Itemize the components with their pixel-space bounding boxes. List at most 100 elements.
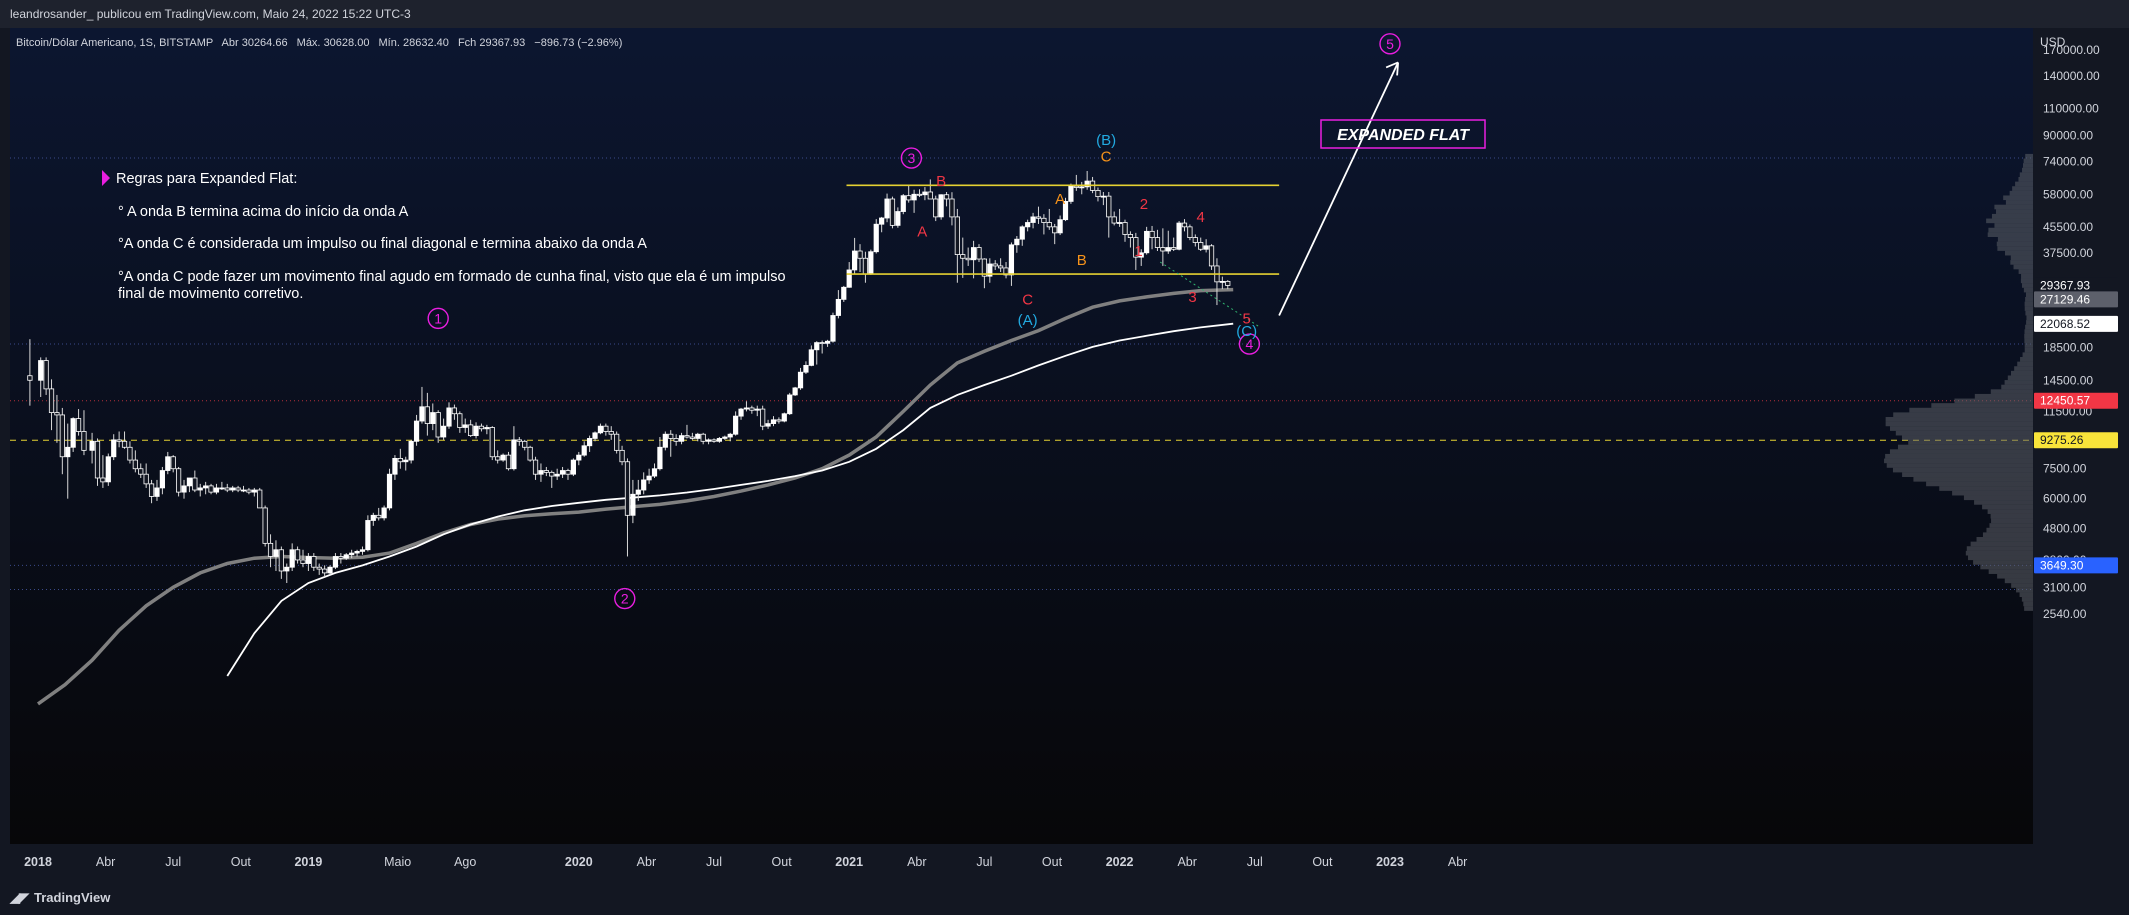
chart-frame[interactable]: 1 2 3 4 5 B A C A B C (B) (A) (C) 1 2 3 4 5 USD 170000.00 14… [10,28,2120,878]
profile-bar-26 [1939,486,2033,491]
wave-label-0: 1 [434,310,442,326]
candle-body-20 [143,473,149,485]
candle-body-216 [1203,245,1209,250]
profile-bar-75 [2010,260,2033,265]
profile-bar-4 [2016,587,2033,593]
candle-body-164 [922,191,928,196]
candle-body-156 [879,217,885,225]
profile-bar-10 [1973,560,2033,565]
profile-bar-34 [1889,449,2033,454]
candle-body-33 [213,487,220,493]
candle-body-160 [900,195,906,212]
candle-body-183 [1025,222,1031,228]
profile-bar-2 [2021,597,2033,602]
y-tick-13: 4800.00 [2043,522,2087,536]
x-tick-18: Out [1312,855,1333,869]
candle-body-186 [1041,217,1047,223]
candle-body-143 [808,349,814,366]
profile-bar-17 [1986,527,2033,533]
candle-body-209 [1165,247,1171,252]
price-badge-3: 12450.57 [2040,394,2090,408]
y-tick-0: 170000.00 [2043,43,2100,57]
candle-body-49 [300,559,306,564]
high-value: 30628.00 [324,37,370,49]
candle-body-191 [1068,185,1074,202]
tradingview-logo-icon: ◢◤ [10,890,29,905]
candle-body-197 [1100,195,1106,198]
profile-bar-18 [1989,523,2033,528]
x-tick-6: Ago [454,855,476,869]
close-label: Fch [458,37,476,49]
candle-body-54 [327,566,333,574]
rules-note: Regras para Expanded Flat: ° A onda B te… [102,170,786,302]
candle-body-10 [89,440,95,451]
candle-body-132 [749,407,755,411]
profile-bar-52 [2014,366,2033,371]
candle-body-126 [716,438,723,442]
candle-body-139 [787,394,793,415]
candle-body-207 [1154,237,1161,248]
candle-body-15 [116,439,122,442]
candle-body-90 [522,440,528,448]
profile-bar-11 [1968,555,2033,561]
profile-bar-50 [2007,375,2033,381]
candle-body-144 [814,342,820,351]
wave-label-13: (C) [1236,323,1257,340]
candle-body-206 [1149,230,1155,238]
x-tick-15: 2022 [1106,855,1134,869]
publisher-bar: leandrosander_ publicou em TradingView.c… [0,0,2129,28]
candle-body-9 [81,431,87,451]
price-badge-bg-2 [2034,315,2118,332]
note-arrow-icon [102,170,110,186]
profile-bar-6 [2004,578,2033,584]
profile-bar-57 [2024,343,2033,348]
profile-bar-54 [2020,357,2033,362]
candle-body-102 [587,438,593,447]
profile-bar-35 [1897,444,2033,450]
candle-body-181 [1014,238,1020,246]
candle-body-176 [987,263,993,277]
profile-bar-8 [1988,569,2033,574]
profile-bar-47 [1990,389,2033,394]
candle-body-100 [576,454,582,461]
candle-body-122 [695,433,701,439]
time-axis[interactable]: 2018 Abr Jul Out 2019 Maio Ago 2020 Abr Jul Out 202… [24,855,1467,869]
candle-body-18 [132,459,138,470]
candle-body-105 [603,425,609,432]
y-tick-2: 110000.00 [2043,101,2099,115]
candle-body-115 [657,446,663,470]
open-value: 30264.66 [242,37,288,49]
candle-body-214 [1192,237,1198,243]
x-tick-7: 2020 [565,855,593,869]
candle-body-187 [1046,222,1052,228]
profile-bar-76 [2010,255,2033,261]
time-axis-background [10,844,2033,878]
profile-bar-94 [2019,172,2033,177]
candle-body-140 [792,387,798,396]
price-badge-1: 27129.46 [2040,292,2090,306]
tradingview-logo[interactable]: ◢◤ TradingView [10,890,110,906]
candle-body-215 [1198,242,1204,250]
candle-body-161 [906,195,912,201]
candle-body-48 [294,549,301,561]
candle-body-201 [1122,222,1128,235]
candle-body-42 [262,507,268,544]
candle-body-74 [435,412,441,438]
x-tick-5: Maio [384,855,411,869]
price-badges: 29367.935d 6h27129.4622068.5212450.57927… [2034,277,2118,574]
candle-body-174 [976,247,982,260]
candle-body-95 [549,471,555,477]
candle-body-154 [868,251,874,275]
candle-body-193 [1079,186,1085,189]
profile-bar-41 [1885,417,2033,422]
candle-body-108 [619,449,625,463]
candle-body-109 [624,461,631,516]
candle-body-178 [998,265,1004,269]
profile-bar-38 [1895,430,2033,436]
profile-bar-33 [1885,453,2033,459]
candle-body-136 [770,419,777,424]
candle-body-203 [1133,237,1139,258]
wave-circle-2 [900,147,923,169]
wave-label-11: (B) [1096,132,1116,149]
